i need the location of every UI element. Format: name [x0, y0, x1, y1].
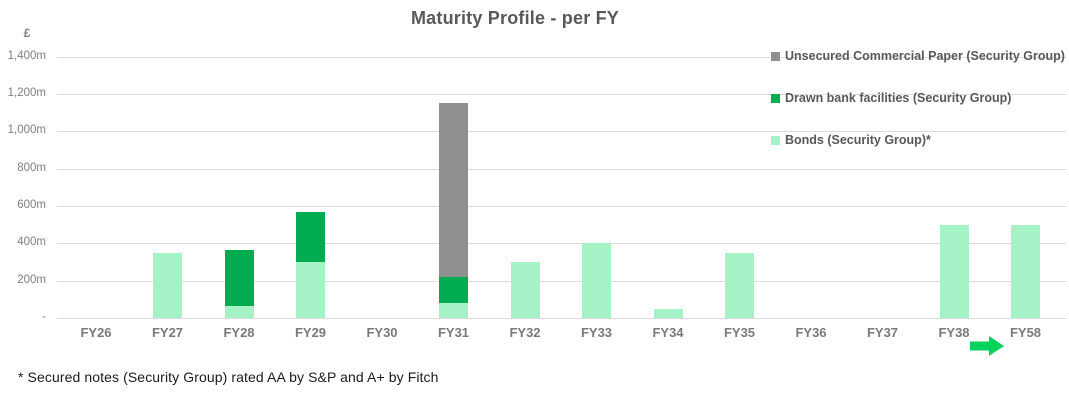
bar-segment-FY29-drawn [296, 211, 325, 262]
legend-label: Bonds (Security Group)* [785, 133, 931, 147]
bar-segment-FY33-bonds [582, 243, 611, 318]
gridline-0 [57, 318, 1066, 319]
legend-label: Unsecured Commercial Paper (Security Gro… [785, 49, 1065, 63]
legend-swatch-icon [771, 93, 780, 103]
y-axis-unit-label: £ [23, 26, 31, 40]
y-tick-label: 200m [17, 273, 46, 286]
gridline-800 [57, 168, 1066, 170]
time-gap-arrow-icon [970, 336, 1004, 356]
bar-segment-FY58-bonds [1011, 224, 1040, 318]
y-tick-label: 1,000m [7, 124, 46, 137]
bar-segment-FY34-bonds [653, 308, 683, 318]
x-tick-label-fy28: FY28 [223, 325, 255, 340]
gridline-600 [57, 205, 1066, 207]
y-tick-label: 1,400m [7, 49, 46, 62]
y-tick-label: 400m [17, 236, 46, 249]
x-tick-label-fy36: FY36 [795, 325, 827, 340]
gridline-200 [57, 280, 1066, 282]
bar-segment-FY32-bonds [510, 261, 540, 318]
gridline-400 [57, 243, 1066, 245]
bar-segment-FY31-drawn [439, 276, 468, 304]
x-tick-label-fy37: FY37 [866, 325, 899, 340]
gridline-1200 [57, 93, 1066, 95]
x-tick-label-fy29: FY29 [294, 325, 327, 340]
bar-segment-FY31-bonds [439, 303, 468, 318]
legend-item-0: Unsecured Commercial Paper (Security Gro… [771, 49, 1065, 63]
footnote: * Secured notes (Security Group) rated A… [18, 369, 439, 385]
bar-segment-FY31-unsecured [439, 103, 468, 277]
x-tick-label-fy32: FY32 [509, 325, 541, 340]
x-tick-label-fy58: FY58 [1009, 325, 1042, 340]
gridline-1400 [57, 56, 1066, 58]
y-tick-label: 1,200m [7, 86, 46, 99]
bar-segment-FY27-bonds [153, 252, 182, 318]
x-tick-label-fy30: FY30 [366, 325, 398, 340]
gridline-1000 [57, 131, 1066, 133]
x-tick-label-fy31: FY31 [437, 325, 470, 340]
y-tick-label: - [42, 311, 46, 323]
legend-swatch-icon [771, 135, 780, 145]
bar-segment-FY35-bonds [725, 252, 754, 318]
legend-item-2: Bonds (Security Group)* [771, 133, 931, 147]
x-tick-label-fy26: FY26 [80, 325, 112, 340]
bar-segment-FY28-bonds [224, 305, 254, 318]
y-tick-label: 600m [17, 198, 46, 211]
x-tick-label-fy38: FY38 [938, 325, 970, 340]
chart-title: Maturity Profile - per FY [410, 8, 620, 28]
bar-segment-FY29-bonds [296, 261, 325, 318]
x-tick-label-fy33: FY33 [580, 325, 613, 340]
x-tick-label-fy34: FY34 [652, 325, 684, 340]
legend-label: Drawn bank facilities (Security Group) [785, 91, 1012, 105]
x-tick-label-fy35: FY35 [723, 325, 756, 340]
legend-swatch-icon [771, 51, 780, 61]
bar-segment-FY38-bonds [939, 224, 969, 318]
y-tick-label: 800m [17, 161, 46, 174]
bar-segment-FY28-drawn [224, 249, 254, 306]
legend-item-1: Drawn bank facilities (Security Group) [771, 91, 1011, 105]
x-tick-label-fy27: FY27 [151, 325, 184, 340]
